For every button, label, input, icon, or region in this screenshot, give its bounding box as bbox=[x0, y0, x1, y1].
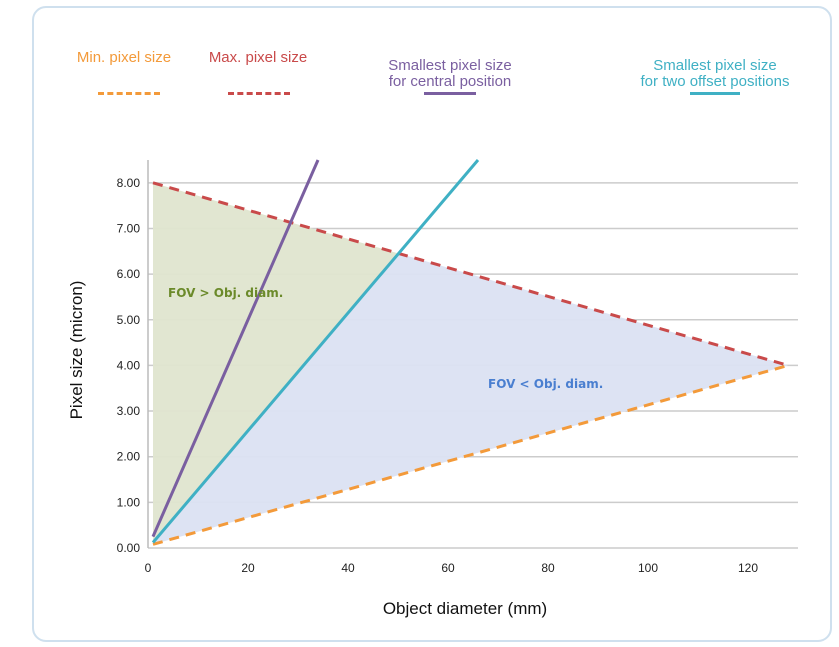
legend-central-label: Smallest pixel size for central position bbox=[388, 57, 512, 90]
y-tick-label: 5.00 bbox=[117, 313, 141, 327]
labels: 0.00 1.00 2.00 3.00 4.00 5.00 6.00 7.00 8.00 0 20 4… bbox=[67, 176, 758, 618]
x-tick-label: 60 bbox=[441, 561, 455, 575]
legend-central-swatch bbox=[424, 92, 476, 95]
series-line-1 bbox=[152, 181, 789, 367]
legend-offset: Smallest pixel size for two offset posit… bbox=[612, 42, 818, 90]
legend-min-label: Min. pixel size bbox=[76, 49, 172, 66]
y-tick-label: 0.00 bbox=[117, 541, 141, 555]
legend-min-swatch bbox=[98, 92, 160, 95]
legend-max-pixel: Max. pixel size bbox=[190, 50, 326, 66]
x-axis-title: Object diameter (mm) bbox=[383, 599, 547, 618]
region-fov-greater bbox=[153, 182, 399, 543]
x-tick-label: 120 bbox=[738, 561, 758, 575]
y-tick-label: 2.00 bbox=[117, 450, 141, 464]
legend-max-swatch bbox=[228, 92, 290, 95]
legend-offset-swatch bbox=[690, 92, 740, 95]
series-lines bbox=[151, 159, 789, 546]
region-fov-less bbox=[153, 253, 788, 545]
x-tick-label: 100 bbox=[638, 561, 658, 575]
y-tick-label: 3.00 bbox=[117, 404, 141, 418]
region-label-0: FOV > Obj. diam. bbox=[168, 286, 283, 300]
x-tick-label: 20 bbox=[241, 561, 255, 575]
x-tick-label: 0 bbox=[145, 561, 152, 575]
regions bbox=[153, 182, 788, 545]
series-line-0 bbox=[152, 363, 789, 546]
x-tick-label: 80 bbox=[541, 561, 555, 575]
legend-min-pixel: Min. pixel size bbox=[60, 50, 188, 66]
series-line-3 bbox=[151, 159, 480, 544]
y-tick-label: 7.00 bbox=[117, 221, 141, 235]
series-line-2 bbox=[151, 159, 320, 538]
region-label-1: FOV < Obj. diam. bbox=[488, 377, 603, 391]
legend-central: Smallest pixel size for central position bbox=[360, 42, 540, 90]
y-tick-label: 6.00 bbox=[117, 267, 141, 281]
y-axis-title: Pixel size (micron) bbox=[67, 281, 86, 420]
y-tick-label: 8.00 bbox=[117, 176, 141, 190]
x-tick-label: 40 bbox=[341, 561, 355, 575]
legend-max-label: Max. pixel size bbox=[208, 49, 308, 66]
y-tick-label: 4.00 bbox=[117, 358, 141, 372]
legend-offset-label: Smallest pixel size for two offset posit… bbox=[640, 57, 790, 90]
y-tick-label: 1.00 bbox=[117, 495, 141, 509]
